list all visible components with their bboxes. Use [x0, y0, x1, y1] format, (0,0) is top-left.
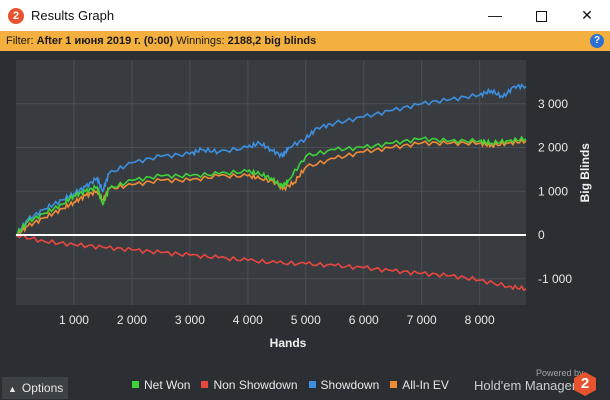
chart-legend: Net Won Non Showdown Showdown All-In EV [132, 378, 460, 392]
series-line-all-in-ev [15, 137, 527, 237]
powered-by-text: Powered by [536, 368, 584, 378]
legend-item-net-won[interactable]: Net Won [132, 378, 190, 392]
series-lines [15, 83, 527, 292]
app-logo-icon: 2 [8, 8, 24, 24]
help-icon[interactable]: ? [590, 34, 604, 48]
filter-bar: Filter: After 1 июня 2019 г. (0:00) Winn… [0, 31, 610, 51]
brand-name: Hold'em Manager [474, 378, 577, 393]
series-line-net-won [16, 135, 527, 236]
options-label: Options [21, 381, 64, 395]
filter-value: After 1 июня 2019 г. (0:00) [36, 35, 174, 47]
x-tick-label: 5 000 [291, 313, 321, 327]
brand-logo-icon: 2 [574, 372, 596, 396]
maximize-button[interactable] [518, 0, 564, 31]
legend-label: Net Won [144, 378, 191, 392]
window-title: Results Graph [31, 8, 115, 23]
x-axis-ticks: 1 000 2 000 3 000 4 000 5 000 6 000 7 000 8 000 [59, 313, 495, 327]
series-line-non-showdown [15, 233, 527, 292]
y-tick-label: 1 000 [538, 184, 568, 198]
close-button[interactable]: ✕ [581, 7, 593, 23]
filter-label: Filter: [6, 35, 34, 47]
x-tick-label: 3 000 [175, 313, 205, 327]
legend-label: Non Showdown [213, 378, 298, 392]
chevron-up-icon: ▲ [8, 384, 17, 394]
y-tick-label: 2 000 [538, 141, 568, 155]
y-tick-label: -1 000 [538, 272, 572, 286]
legend-swatch [308, 381, 316, 389]
results-chart: 1 000 2 000 3 000 4 000 5 000 6 000 7 000 8 000… [15, 60, 592, 350]
maximize-icon [535, 10, 547, 22]
legend-swatch [201, 381, 209, 389]
y-tick-label: 0 [538, 228, 545, 242]
legend-item-all-in-ev[interactable]: All-In EV [390, 378, 449, 392]
minimize-button[interactable]: — [488, 7, 502, 23]
x-axis-label: Hands [270, 336, 307, 350]
legend-item-non-showdown[interactable]: Non Showdown [201, 378, 298, 392]
legend-label: All-In EV [402, 378, 449, 392]
x-tick-label: 1 000 [59, 313, 89, 327]
legend-swatch [390, 381, 398, 389]
x-tick-label: 8 000 [465, 313, 495, 327]
x-tick-label: 7 000 [407, 313, 437, 327]
filter-summary: Filter: After 1 июня 2019 г. (0:00) Winn… [6, 31, 316, 51]
y-axis-ticks: -1 000 0 1 000 2 000 3 000 [538, 97, 572, 286]
x-tick-label: 2 000 [117, 313, 147, 327]
winnings-label: Winnings: [176, 35, 225, 47]
series-line-showdown [15, 83, 527, 236]
legend-item-showdown[interactable]: Showdown [308, 378, 380, 392]
legend-label: Showdown [320, 378, 380, 392]
x-tick-label: 4 000 [233, 313, 263, 327]
title-bar: 2 Results Graph — ✕ [0, 0, 610, 31]
winnings-value: 2188,2 big blinds [227, 35, 317, 47]
y-axis-label: Big Blinds [578, 143, 592, 203]
x-tick-label: 6 000 [349, 313, 379, 327]
options-button[interactable]: ▲ Options [2, 377, 68, 399]
footer-bar: ▲ Options Net Won Non Showdown Showdown All-… [0, 372, 610, 400]
y-tick-label: 3 000 [538, 97, 568, 111]
legend-swatch [132, 381, 139, 389]
